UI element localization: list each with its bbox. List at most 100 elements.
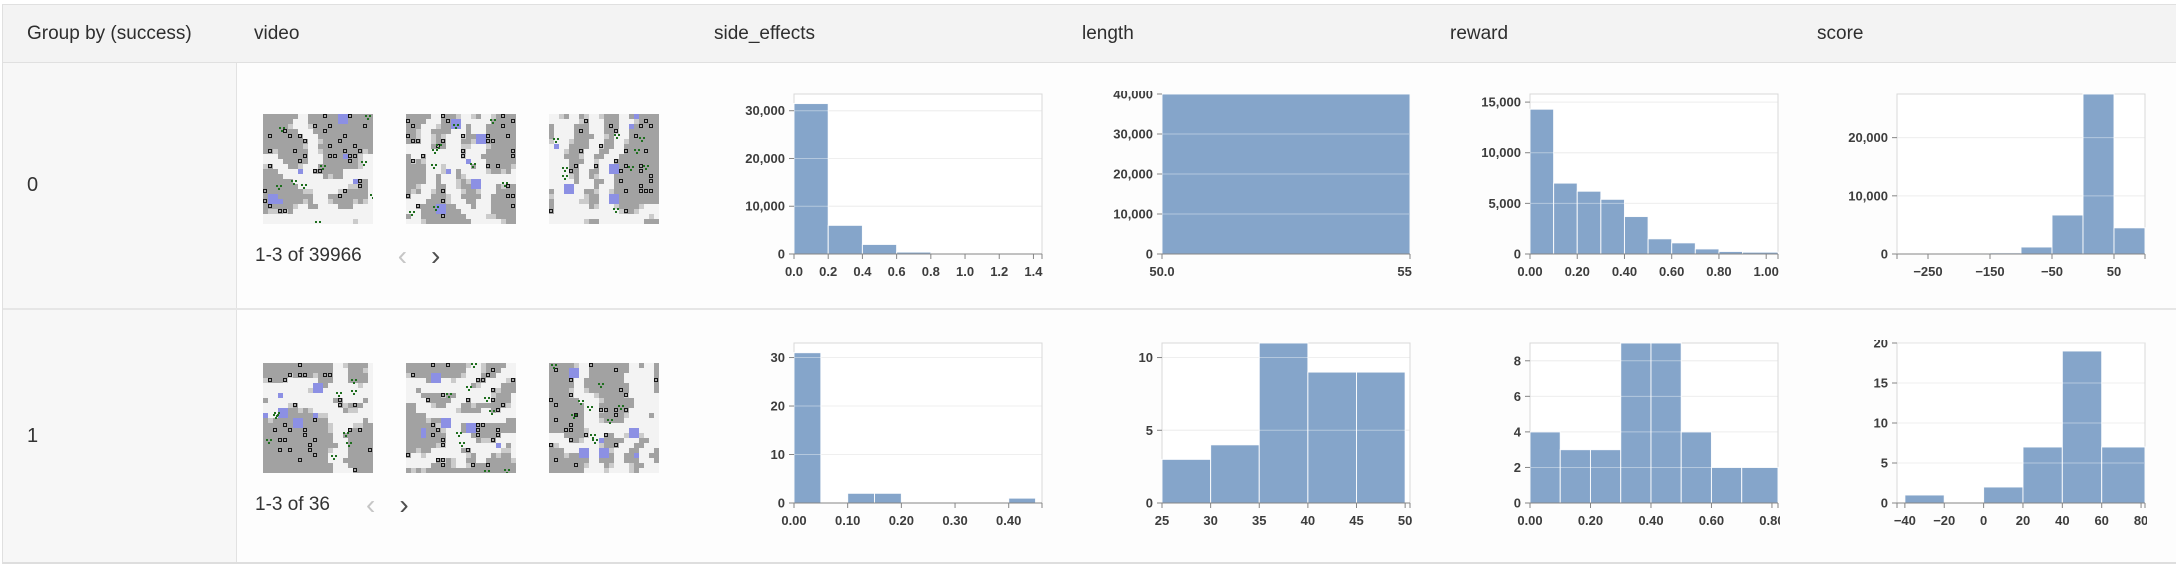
- svg-text:0.2: 0.2: [819, 264, 837, 279]
- svg-text:0: 0: [1514, 247, 1521, 262]
- score-histogram: 0 10,000 20,000 −250 −150 −50 50: [1802, 91, 2175, 286]
- column-header-side-effects[interactable]: side_effects: [714, 23, 816, 44]
- video-thumbnail[interactable]: [549, 114, 659, 224]
- reward-histogram: 0 2 4 6 8 0.00 0.20 0.40 0.60 0.80: [1435, 340, 1800, 535]
- side-effects-histogram: 0 10,000 20,000 30,000 0.0 0.2 0.4 0.6 0.8 1.0 1.2…: [699, 91, 1065, 286]
- svg-text:20,000: 20,000: [745, 151, 785, 166]
- cell-side-effects: 0 10 20 30 0.00 0.10 0.20 0.30 0.40: [697, 310, 1065, 562]
- svg-text:50: 50: [1398, 513, 1412, 528]
- column-header-score[interactable]: score: [1817, 23, 1864, 44]
- svg-text:0.40: 0.40: [996, 513, 1021, 528]
- svg-text:10,000: 10,000: [1481, 145, 1521, 160]
- svg-text:10,000: 10,000: [1848, 188, 1888, 203]
- next-page-button[interactable]: ›: [399, 489, 409, 520]
- svg-text:45: 45: [1349, 513, 1363, 528]
- svg-text:0: 0: [1146, 496, 1153, 511]
- svg-text:2: 2: [1514, 460, 1521, 475]
- svg-text:1.0: 1.0: [956, 264, 974, 279]
- column-header-length[interactable]: length: [1082, 23, 1134, 44]
- svg-text:15,000: 15,000: [1481, 95, 1521, 110]
- svg-text:−20: −20: [1933, 513, 1955, 528]
- video-pager: 1-3 of 39966 ‹ ›: [255, 240, 697, 271]
- svg-text:0: 0: [1881, 247, 1888, 262]
- cell-side-effects: 0 10,000 20,000 30,000 0.0 0.2 0.4 0.6 0.8 1.0 1.2…: [697, 63, 1065, 308]
- svg-text:1.2: 1.2: [990, 264, 1008, 279]
- svg-text:40,000: 40,000: [1113, 91, 1153, 102]
- length-histogram: 0 10,000 20,000 30,000 40,000 50.0 55.0: [1067, 91, 1433, 286]
- pagination-label: 1-3 of 39966: [255, 245, 362, 266]
- svg-text:5: 5: [1881, 456, 1888, 471]
- cell-reward: 0 5,000 10,000 15,000 0.00 0.20 0.40 0.60 0.80 1.…: [1433, 63, 1800, 308]
- column-header-group-by[interactable]: Group by (success): [27, 23, 192, 44]
- length-histogram: 0 5 10 25 30 35 40 45 50: [1067, 340, 1433, 535]
- svg-text:4: 4: [1514, 424, 1522, 439]
- svg-text:1.00: 1.00: [1754, 264, 1779, 279]
- svg-text:0.10: 0.10: [835, 513, 860, 528]
- video-thumbnails: [263, 114, 697, 224]
- svg-text:20,000: 20,000: [1848, 130, 1888, 145]
- reward-histogram: 0 5,000 10,000 15,000 0.00 0.20 0.40 0.60 0.80 1.…: [1435, 91, 1800, 286]
- svg-text:20: 20: [1874, 340, 1888, 351]
- svg-text:−40: −40: [1894, 513, 1916, 528]
- svg-text:0: 0: [1514, 496, 1521, 511]
- video-thumbnail[interactable]: [406, 114, 516, 224]
- column-header-video[interactable]: video: [254, 23, 300, 44]
- video-thumbnail[interactable]: [263, 363, 373, 473]
- svg-text:35: 35: [1252, 513, 1266, 528]
- cell-score: 0 10,000 20,000 −250 −150 −50 50: [1800, 63, 2175, 308]
- table-row-group-0: 0 1-3 of 39966 ‹ › 0 10,000 20,000 30,000 0.…: [3, 63, 2176, 310]
- table-header-row: Group by (success) video side_effects le…: [3, 5, 2176, 63]
- svg-text:6: 6: [1514, 389, 1521, 404]
- svg-text:0.20: 0.20: [889, 513, 914, 528]
- svg-text:0.60: 0.60: [1699, 513, 1724, 528]
- svg-text:0: 0: [1146, 247, 1153, 262]
- cell-reward: 0 2 4 6 8 0.00 0.20 0.40 0.60 0.80: [1433, 310, 1800, 562]
- cell-length: 0 10,000 20,000 30,000 40,000 50.0 55.0: [1065, 63, 1433, 308]
- svg-text:0.60: 0.60: [1659, 264, 1684, 279]
- cell-length: 0 5 10 25 30 35 40 45 50: [1065, 310, 1433, 562]
- group-value: 0: [27, 174, 39, 196]
- svg-text:0.00: 0.00: [781, 513, 806, 528]
- svg-text:0.00: 0.00: [1517, 513, 1542, 528]
- group-value: 1: [27, 424, 39, 447]
- svg-text:30,000: 30,000: [745, 103, 785, 118]
- svg-text:30: 30: [1203, 513, 1217, 528]
- svg-text:10,000: 10,000: [1113, 207, 1153, 222]
- video-cell: 1-3 of 39966 ‹ ›: [237, 63, 697, 308]
- svg-text:5: 5: [1146, 423, 1153, 438]
- score-histogram: 0 5 10 15 20 −40 −20 0 20 40 60 80: [1802, 340, 2175, 535]
- svg-text:−250: −250: [1913, 264, 1942, 279]
- video-thumbnails: [263, 363, 697, 473]
- next-page-button[interactable]: ›: [431, 240, 441, 271]
- svg-text:0.40: 0.40: [1612, 264, 1637, 279]
- prev-page-button[interactable]: ‹: [397, 240, 408, 271]
- runs-group-table: Group by (success) video side_effects le…: [2, 4, 2176, 564]
- svg-text:50: 50: [2107, 264, 2121, 279]
- svg-text:20: 20: [771, 399, 785, 414]
- svg-text:20: 20: [2016, 513, 2030, 528]
- svg-text:−150: −150: [1975, 264, 2004, 279]
- svg-text:8: 8: [1514, 353, 1521, 368]
- prev-page-button[interactable]: ‹: [366, 489, 376, 520]
- cell-score: 0 5 10 15 20 −40 −20 0 20 40 60 80: [1800, 310, 2175, 562]
- svg-text:0.00: 0.00: [1517, 264, 1542, 279]
- column-header-reward[interactable]: reward: [1450, 23, 1509, 44]
- svg-text:0.0: 0.0: [785, 264, 803, 279]
- svg-text:0.80: 0.80: [1706, 264, 1731, 279]
- video-thumbnail[interactable]: [263, 114, 373, 224]
- svg-text:0: 0: [778, 496, 785, 511]
- svg-text:0.6: 0.6: [888, 264, 906, 279]
- group-value-cell: 1: [3, 310, 237, 562]
- video-thumbnail[interactable]: [406, 363, 516, 473]
- svg-text:0: 0: [1980, 513, 1987, 528]
- svg-text:0: 0: [1881, 496, 1888, 511]
- svg-text:50.0: 50.0: [1149, 264, 1174, 279]
- svg-text:30,000: 30,000: [1113, 127, 1153, 142]
- svg-text:−50: −50: [2041, 264, 2063, 279]
- svg-text:0.8: 0.8: [922, 264, 940, 279]
- svg-text:0: 0: [778, 247, 785, 262]
- svg-text:40: 40: [2055, 513, 2069, 528]
- svg-text:5,000: 5,000: [1488, 196, 1521, 211]
- video-thumbnail[interactable]: [549, 363, 659, 473]
- svg-text:10: 10: [1139, 350, 1153, 365]
